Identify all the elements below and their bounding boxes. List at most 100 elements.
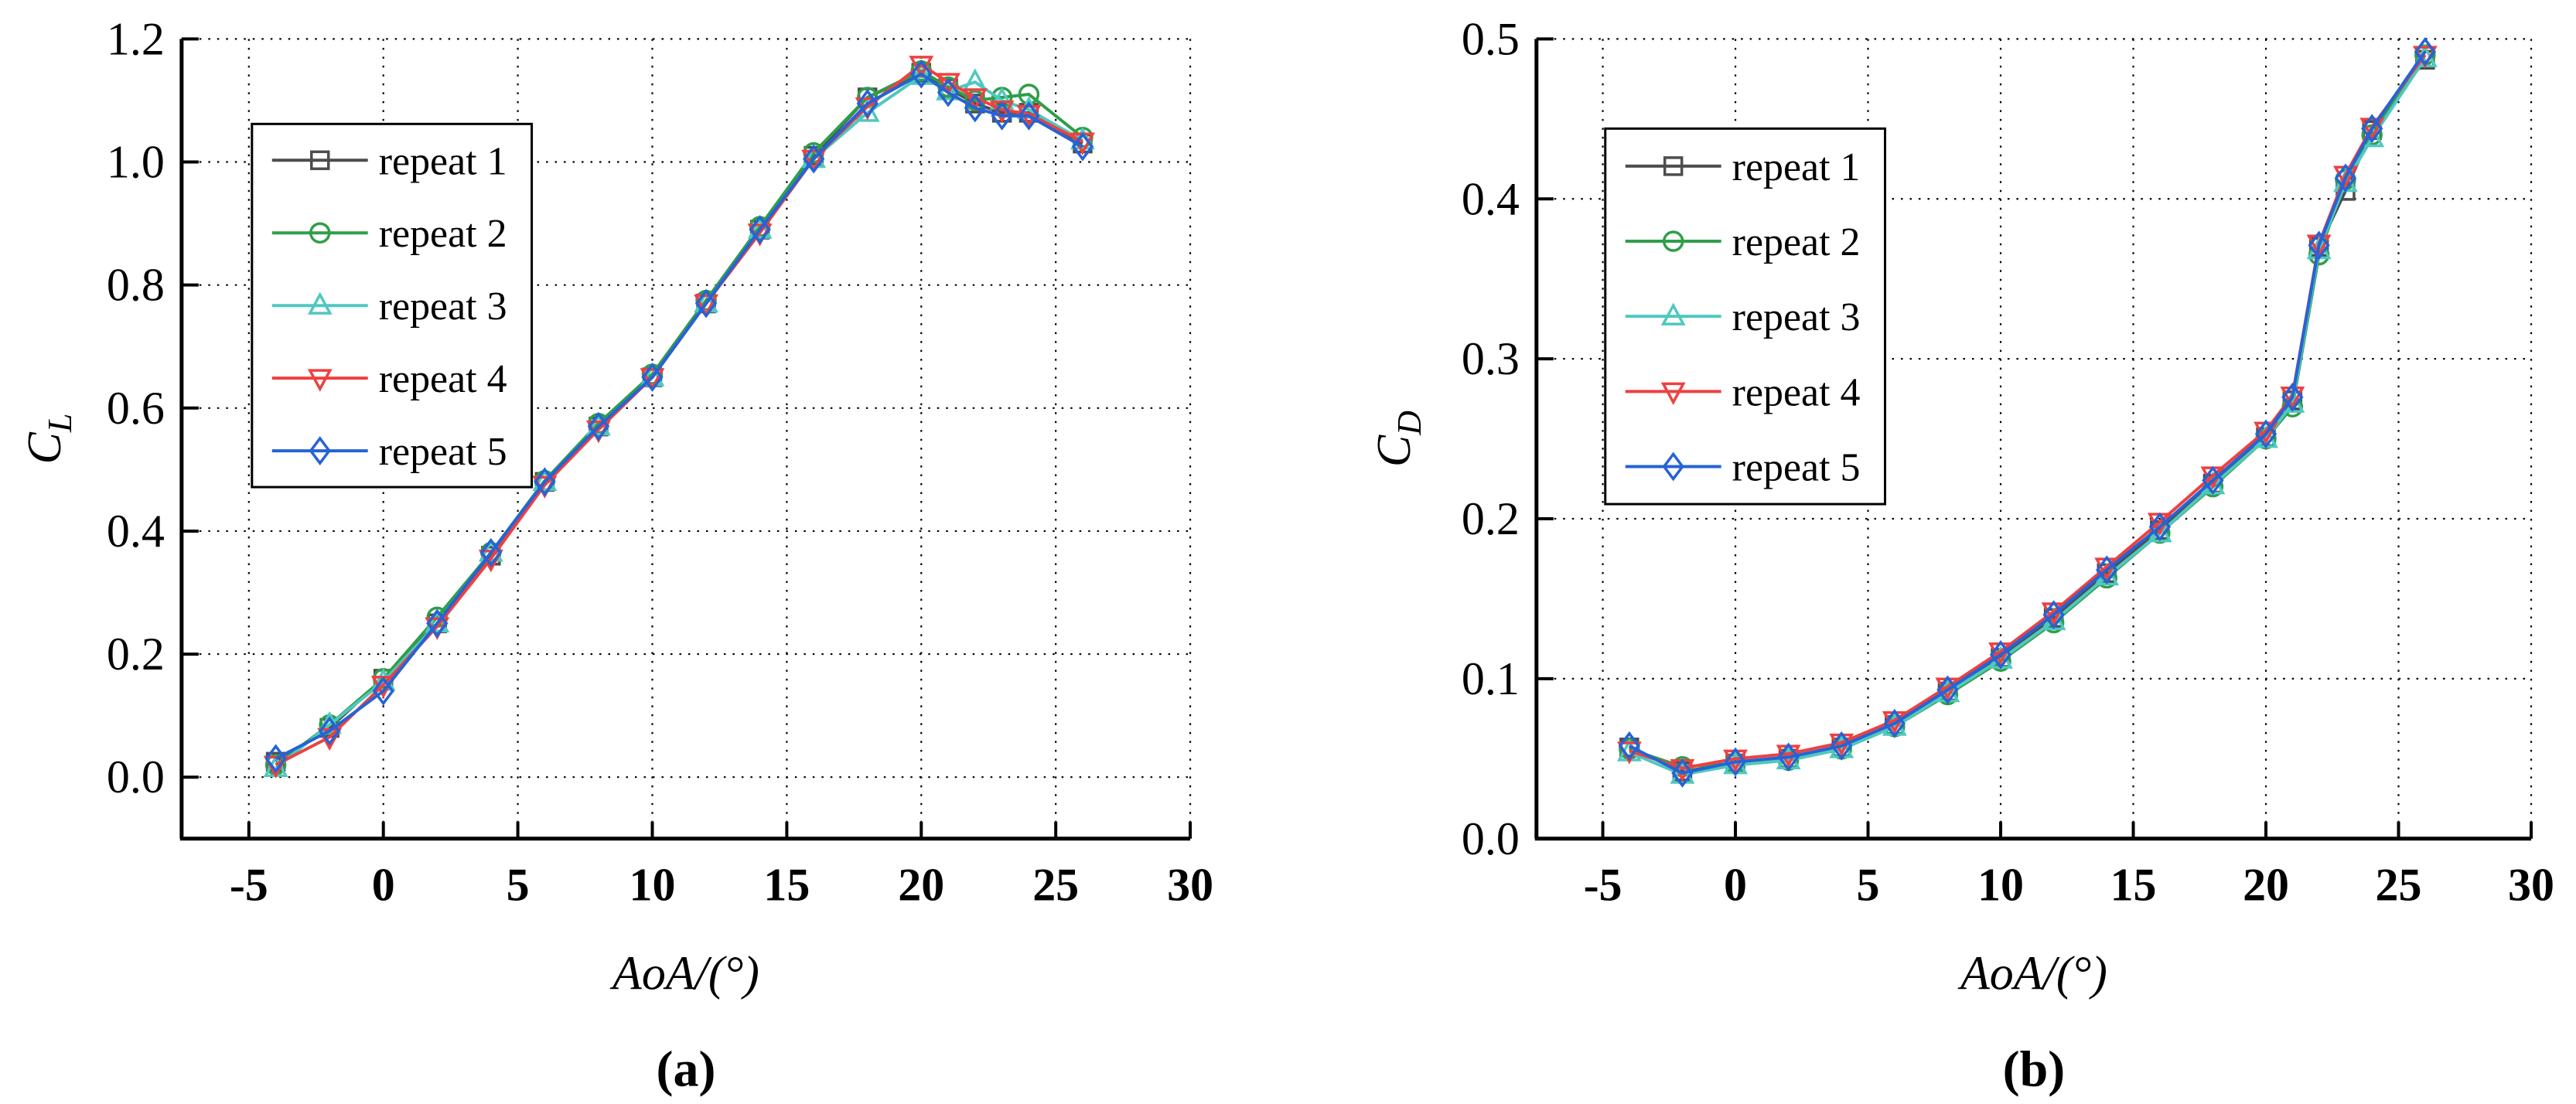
x-tick-label: 10 [629, 860, 676, 911]
diamond-marker-icon [2281, 382, 2304, 412]
diamond-marker-icon [2042, 600, 2065, 630]
triangle-up-marker-icon [909, 62, 934, 85]
triangle-up-marker-icon [801, 145, 827, 169]
x-tick-label: 30 [1167, 860, 1213, 911]
legend-label: repeat 2 [379, 212, 507, 256]
chart-a-panel: -5 0 5 10 15 20 25 30 0.0 0.2 0.4 0.6 0.8 1.0 1.2 repea… [19, 13, 1213, 1098]
legend-entry: repeat 5 [271, 430, 507, 474]
y-tick-label: 1.0 [107, 137, 165, 188]
triangle-down-marker-icon [694, 294, 718, 318]
diamond-marker-icon [318, 716, 341, 746]
ticks [1536, 37, 2533, 840]
diamond-marker-icon [694, 288, 718, 319]
diamond-marker-icon [1883, 708, 1906, 738]
diamond-marker-icon [2254, 419, 2277, 449]
y-tick-label: 0.2 [107, 629, 165, 680]
triangle-down-marker-icon [801, 149, 827, 173]
x-axis-label: AoA/(°) [1957, 948, 2107, 1000]
diamond-marker-icon [1671, 758, 1694, 788]
legend-label: repeat 1 [1732, 145, 1861, 189]
series-repeat-5 [1618, 37, 2437, 788]
triangle-down-marker-icon [2359, 118, 2385, 141]
diamond-marker-icon [372, 676, 394, 706]
x-tick-label: 10 [1977, 860, 2024, 911]
diamond-marker-icon [937, 77, 960, 107]
legend-label: repeat 1 [379, 139, 507, 183]
legend-entry: repeat 3 [271, 285, 507, 329]
y-tick-label: 0.8 [107, 260, 165, 311]
chart-b-panel: -5 0 5 10 15 20 25 30 0.0 0.1 0.2 0.3 0.4 0.5 repeat 1… [1288, 0, 2575, 1104]
y-axis-label: CL [19, 414, 79, 465]
x-tick-label: -5 [230, 860, 268, 911]
chart-b: -5 0 5 10 15 20 25 30 0.0 0.1 0.2 0.3 0.4 0.5 repeat 1… [1368, 13, 2554, 1098]
diamond-marker-icon [749, 215, 771, 244]
diamond-marker-icon [991, 101, 1013, 131]
legend-label: repeat 4 [379, 357, 507, 401]
diamond-marker-icon [2361, 114, 2383, 144]
diamond-marker-icon [1018, 101, 1040, 131]
y-tick-label: 0.0 [1462, 813, 1520, 864]
x-axis-label: AoA/(°) [609, 948, 759, 1000]
series-line [275, 72, 1083, 761]
diamond-marker-icon [2334, 163, 2357, 193]
y-tick-label: 1.2 [107, 13, 165, 64]
x-tick-label: 5 [507, 860, 530, 911]
x-tick-label: 20 [2243, 860, 2289, 911]
ticks [181, 37, 1192, 839]
panel-caption: (a) [657, 1041, 716, 1098]
diamond-marker-icon [1989, 639, 2012, 670]
diamond-marker-icon [264, 744, 287, 774]
legend-entry: repeat 1 [271, 139, 507, 183]
y-tick-label: 0.4 [107, 506, 165, 557]
x-tick-label: 5 [1857, 860, 1880, 911]
diamond-marker-icon [2202, 465, 2224, 496]
diamond-marker-icon [1777, 742, 1800, 772]
x-tick-label: 0 [372, 860, 395, 911]
x-tick-label: 25 [1032, 860, 1079, 911]
diamond-marker-icon [641, 363, 664, 392]
series-repeat-5 [264, 59, 1094, 774]
y-tick-label: 0.5 [1462, 13, 1520, 64]
triangle-down-marker-icon [640, 368, 665, 391]
axes [179, 39, 1191, 841]
diamond-marker-icon [1618, 731, 1641, 761]
triangle-up-marker-icon [962, 68, 988, 91]
diamond-marker-icon [2308, 230, 2330, 261]
tick-labels: -5 0 5 10 15 20 25 30 0.0 0.1 0.2 0.3 0.4 0.5 [1462, 13, 2554, 910]
y-axis-label: CD [1368, 411, 1428, 467]
legend: repeat 1 repeat 2 repeat 3 repeat 4 repeat 5 [1604, 127, 1887, 506]
triangle-up-marker-icon [694, 289, 718, 313]
legend-entry: repeat 2 [271, 212, 507, 256]
triangle-down-marker-icon [307, 369, 333, 392]
diamond-marker-icon [964, 93, 987, 123]
x-tick-label: -5 [1584, 860, 1622, 911]
x-tick-label: 0 [1724, 860, 1747, 911]
diamond-marker-icon [2096, 555, 2118, 585]
legend-label: repeat 3 [1732, 295, 1861, 339]
triangle-up-marker-icon [640, 363, 665, 387]
legend: repeat 1 repeat 2 repeat 3 repeat 4 repeat 5 [251, 122, 534, 489]
diamond-marker-icon [910, 59, 933, 89]
y-tick-label: 0.1 [1462, 653, 1520, 704]
legend-entry: repeat 1 [1625, 145, 1861, 189]
axes [1534, 39, 2532, 841]
diamond-marker-icon [2148, 512, 2172, 542]
triangle-up-marker-icon [1660, 302, 1686, 325]
triangle-down-marker-icon [2306, 234, 2332, 257]
panel-caption: (b) [2003, 1041, 2066, 1098]
square-marker-icon [1663, 156, 1684, 176]
diamond-marker-icon [534, 467, 556, 497]
triangle-down-marker-icon [2280, 386, 2305, 410]
legend-label: repeat 3 [379, 285, 507, 329]
legend-entry: repeat 5 [1625, 445, 1861, 489]
y-tick-label: 0.6 [107, 383, 165, 434]
x-tick-label: 15 [763, 860, 810, 911]
legend-label: repeat 5 [379, 430, 507, 474]
circle-marker-icon [309, 222, 331, 244]
diamond-marker-icon [309, 436, 331, 465]
diamond-marker-icon [1830, 731, 1853, 761]
legend-label: repeat 5 [1732, 445, 1861, 489]
diamond-marker-icon [1071, 131, 1094, 162]
diamond-marker-icon [2414, 37, 2437, 66]
circle-marker-icon [1662, 230, 1684, 252]
